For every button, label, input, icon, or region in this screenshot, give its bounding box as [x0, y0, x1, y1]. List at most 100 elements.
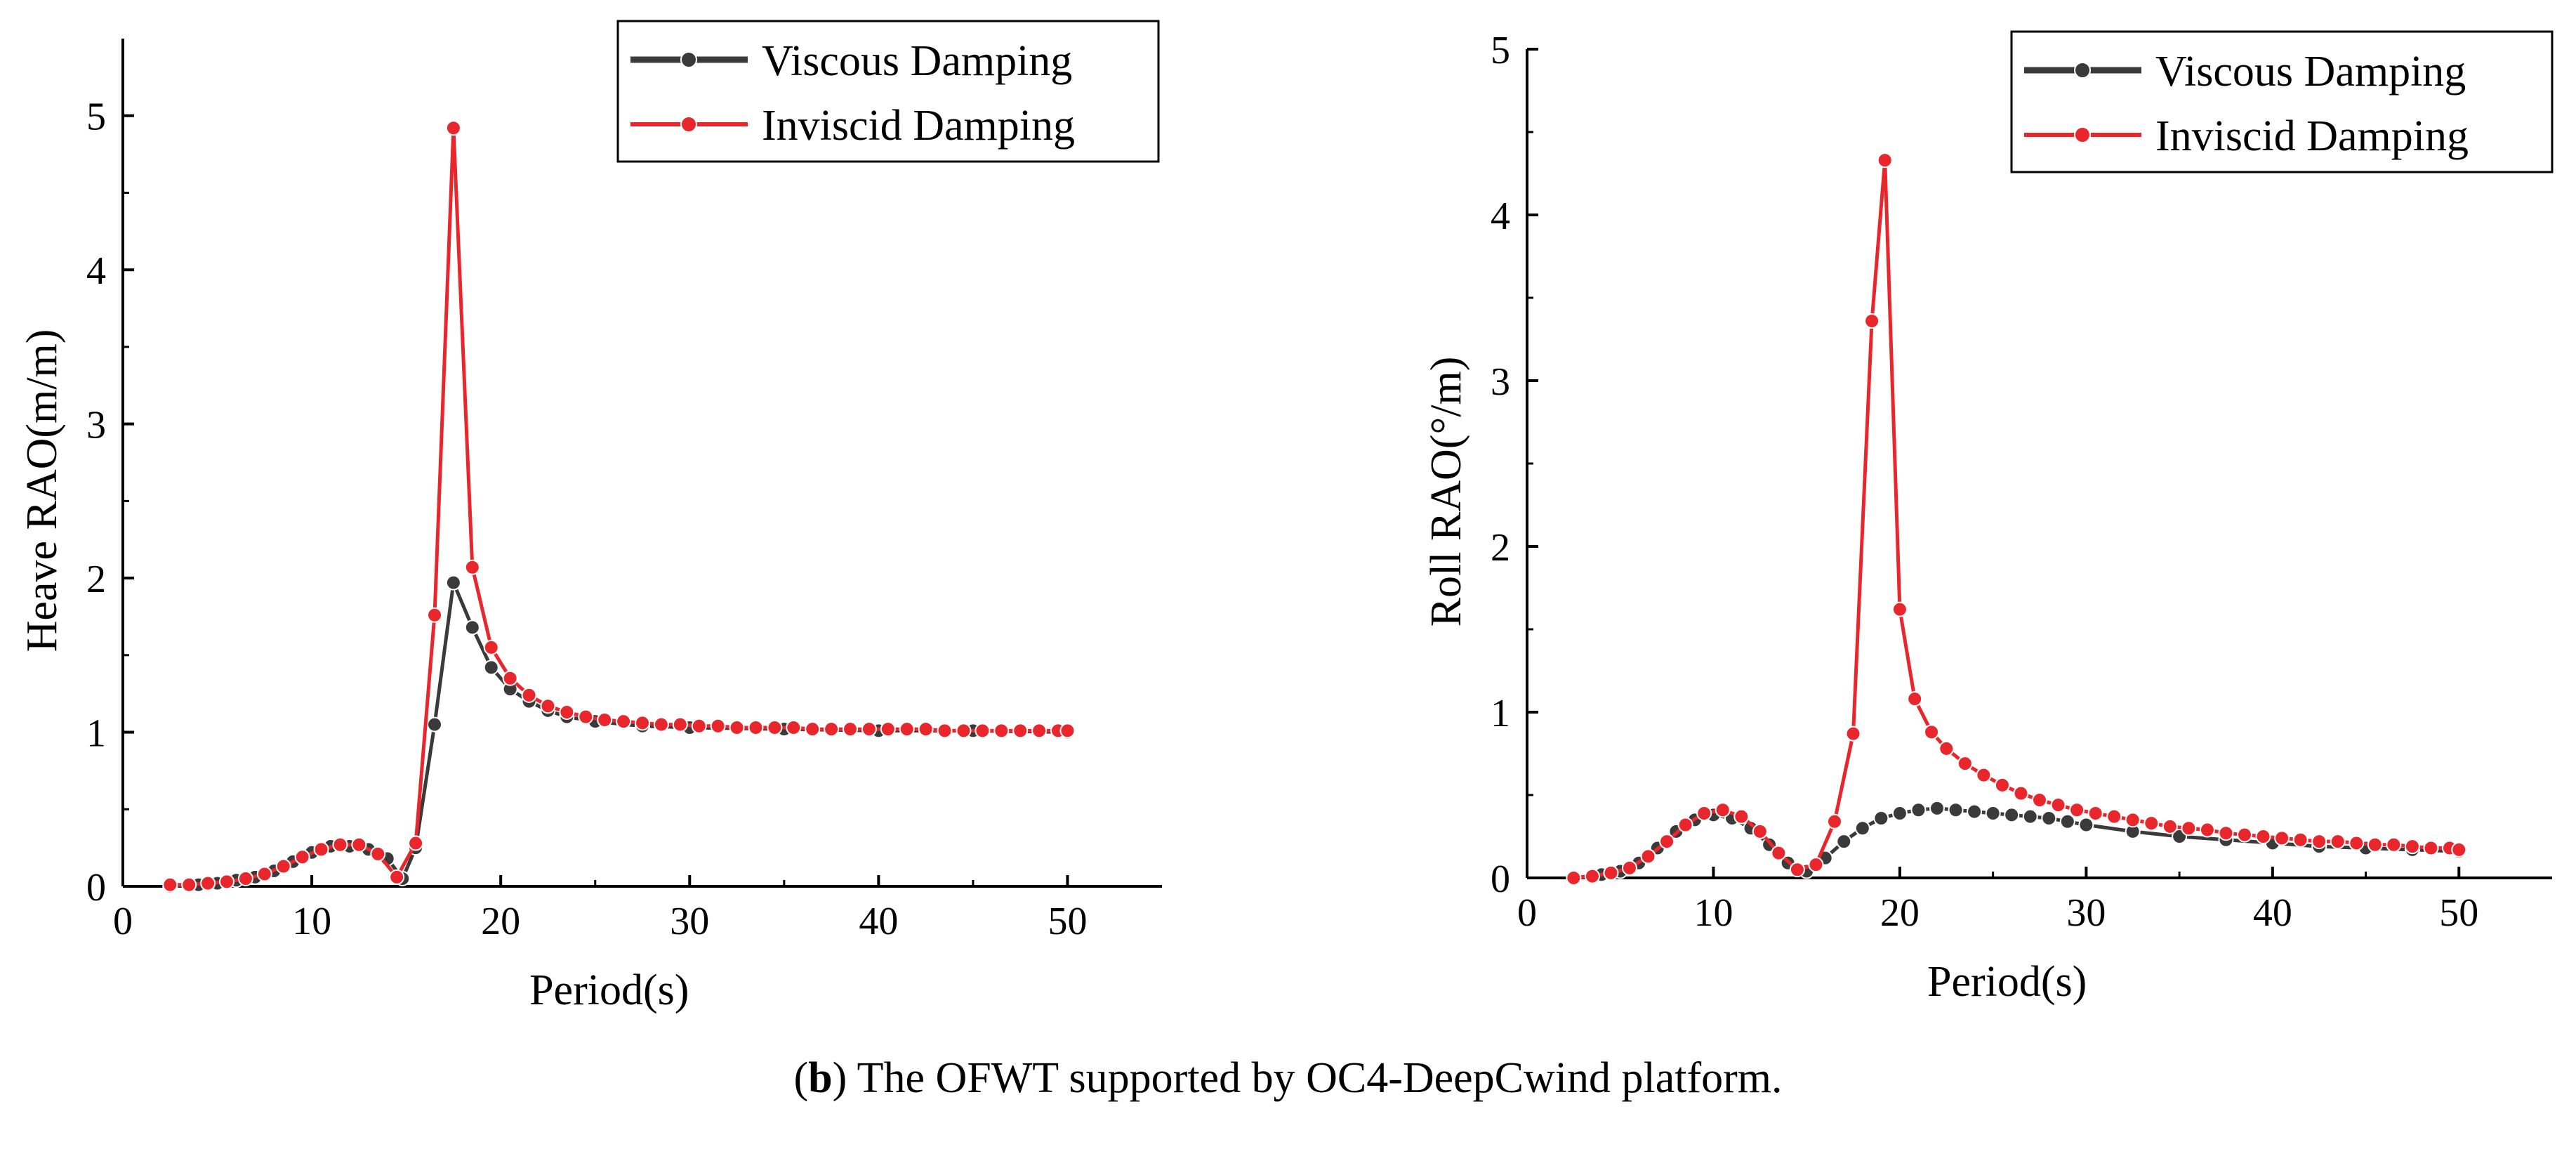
data-point: [1948, 802, 1964, 818]
x-tick-label: 40: [859, 900, 898, 943]
series-line: [170, 126, 1068, 887]
data-point: [1827, 813, 1842, 829]
x-tick-label: 0: [113, 900, 133, 943]
data-point: [483, 639, 499, 655]
data-point: [2404, 839, 2420, 855]
legend-entry: Viscous Damping: [762, 37, 1072, 85]
data-point: [162, 876, 178, 893]
data-point: [1891, 805, 1908, 821]
data-point: [1994, 777, 2010, 793]
x-tick-label: 50: [2439, 891, 2478, 935]
data-point: [219, 874, 235, 890]
data-point: [1938, 740, 1955, 756]
data-point: [1854, 820, 1870, 836]
data-point: [200, 875, 216, 891]
data-point: [710, 718, 726, 734]
data-point: [1957, 756, 1973, 772]
legend-box: [2010, 30, 2554, 173]
data-point: [2181, 820, 2197, 836]
y-tick-label: 0: [1491, 858, 1510, 901]
data-point: [937, 723, 953, 739]
x-tick-label: 50: [1048, 900, 1087, 943]
data-point: [975, 723, 991, 739]
data-point: [408, 835, 424, 851]
data-point: [464, 619, 480, 636]
data-point: [2069, 802, 2085, 818]
data-point: [1603, 865, 1619, 881]
data-point: [521, 687, 537, 703]
data-point: [2125, 812, 2141, 828]
data-point: [256, 866, 272, 882]
data-point: [1622, 860, 1637, 876]
data-point: [918, 721, 934, 737]
data-point: [1877, 152, 1893, 169]
series-inviscid-damping: [162, 120, 1076, 893]
data-point: [824, 721, 840, 737]
series-line: [170, 581, 1068, 888]
data-point: [2059, 813, 2075, 829]
data-point: [1771, 845, 1787, 861]
data-point: [597, 711, 613, 728]
data-point: [2292, 832, 2309, 848]
data-point: [427, 607, 442, 623]
data-point: [464, 559, 480, 575]
legend-swatch-marker: [680, 116, 697, 133]
data-point: [1808, 857, 1824, 873]
data-point: [635, 715, 650, 731]
data-point: [861, 721, 877, 737]
data-point: [2004, 807, 2020, 823]
y-tick-label: 4: [86, 249, 106, 293]
data-point: [2032, 792, 2047, 808]
legend-swatch-marker: [680, 51, 697, 68]
data-point: [2022, 808, 2038, 825]
y-axis-label: Roll RAO(°/m): [1422, 357, 1470, 627]
data-point: [993, 723, 1010, 739]
data-point: [332, 836, 348, 853]
y-tick-label: 2: [1491, 526, 1510, 570]
legend: Viscous Damping Inviscid Damping: [616, 20, 1160, 163]
data-point: [1891, 601, 1908, 617]
data-point: [1677, 817, 1693, 833]
data-point: [1967, 803, 1983, 820]
data-point: [1845, 725, 1861, 742]
data-point: [1031, 723, 1048, 739]
y-tick-label: 3: [86, 404, 106, 447]
x-tick-label: 30: [2066, 891, 2106, 935]
data-point: [559, 704, 575, 721]
data-point: [672, 716, 688, 733]
data-point: [2255, 829, 2271, 844]
data-point: [691, 718, 707, 734]
data-point: [2078, 817, 2094, 833]
legend-entry: Inviscid Damping: [2155, 112, 2469, 160]
data-point: [2013, 785, 2029, 801]
data-point: [1864, 313, 1880, 329]
legend: Viscous Damping Inviscid Damping: [2010, 30, 2554, 173]
data-point: [1012, 723, 1029, 739]
data-point: [2423, 840, 2439, 856]
data-point: [2237, 827, 2252, 843]
data-point: [1910, 802, 1927, 818]
data-point: [748, 719, 764, 735]
data-point: [786, 719, 802, 735]
data-point: [275, 858, 291, 874]
data-point: [1789, 862, 1805, 878]
data-point: [2451, 841, 2467, 858]
data-point: [1566, 870, 1582, 886]
data-point: [880, 721, 896, 737]
data-point: [2087, 805, 2103, 821]
legend-box: [616, 20, 1160, 163]
y-tick-label: 2: [86, 558, 106, 601]
data-point: [2050, 797, 2066, 813]
data-point: [1985, 805, 2001, 821]
y-tick-label: 5: [1491, 29, 1510, 72]
data-point: [445, 120, 461, 136]
data-point: [313, 841, 329, 858]
data-point: [2218, 825, 2234, 841]
series-viscous-damping: [162, 574, 1076, 894]
data-point: [899, 721, 915, 737]
data-point: [1907, 691, 1923, 707]
y-tick-label: 1: [86, 712, 106, 756]
data-point: [1924, 724, 1940, 740]
data-point: [653, 716, 669, 733]
data-point: [2386, 836, 2402, 853]
